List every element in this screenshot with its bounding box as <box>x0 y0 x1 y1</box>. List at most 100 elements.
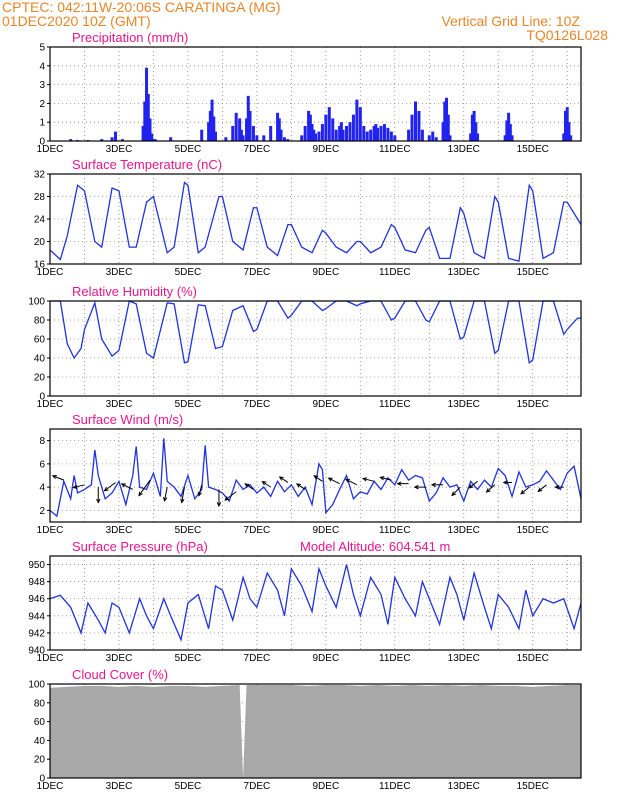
wind-arrow-head <box>197 491 202 497</box>
y-tick-label: 60 <box>34 335 46 346</box>
precip-bar <box>200 129 204 141</box>
precip-bar <box>407 129 411 141</box>
precip-bar <box>300 135 304 141</box>
x-tick-label: 15DEC <box>517 399 549 410</box>
wind-arrow-head <box>313 475 319 480</box>
precip-bar <box>565 107 569 141</box>
precip-bar <box>208 110 212 141</box>
precip-bar <box>310 124 314 141</box>
precip-bar <box>348 122 352 141</box>
precip-bar <box>212 116 216 141</box>
x-tick-label: 1DEC <box>37 653 64 664</box>
precip-bar <box>251 125 255 141</box>
wind-arrow <box>328 477 340 485</box>
y-tick-label: 28 <box>34 192 46 203</box>
precip-bar <box>148 118 152 141</box>
y-tick-label: 948 <box>28 577 45 588</box>
wind-arrow <box>138 479 151 496</box>
x-tick-label: 3DEC <box>106 267 133 278</box>
precip-bar <box>410 114 414 141</box>
wind-arrow <box>520 486 530 495</box>
precip-bar <box>143 101 147 141</box>
precip-bar <box>382 124 386 141</box>
x-tick-label: 1DEC <box>37 525 64 536</box>
precip-bar <box>312 129 316 141</box>
precip-bar <box>238 118 242 141</box>
precip-bar <box>446 114 450 141</box>
precip-bar <box>355 99 359 141</box>
precip-bar <box>376 127 380 141</box>
x-tick-label: 3DEC <box>106 144 133 155</box>
x-tick-label: 9DEC <box>313 267 340 278</box>
wind-arrow-head <box>103 486 109 492</box>
precip-bar <box>358 107 362 141</box>
x-tick-label: 11DEC <box>379 653 411 664</box>
x-tick-label: 11DEC <box>379 144 411 155</box>
x-tick-label: 3DEC <box>106 653 133 664</box>
wind-arrow-head <box>72 484 78 489</box>
precip-bar <box>234 112 238 141</box>
x-tick-label: 15DEC <box>517 144 549 155</box>
precip-bar <box>351 114 355 141</box>
x-tick-label: 13DEC <box>448 144 480 155</box>
precip-bar <box>231 125 235 141</box>
x-tick-label: 7DEC <box>244 653 271 664</box>
wind-arrow-head <box>362 477 368 482</box>
wind-arrow-head <box>520 489 526 495</box>
precip-bar <box>389 131 393 141</box>
wind-arrow-head <box>180 498 185 504</box>
precip-bar <box>427 135 431 141</box>
wind-arrow <box>279 476 289 483</box>
x-tick-label: 11DEC <box>379 267 411 278</box>
wind-arrow <box>296 483 306 490</box>
precip-bar <box>448 135 452 141</box>
x-tick-label: 3DEC <box>106 781 133 792</box>
x-tick-label: 15DEC <box>517 653 549 664</box>
wind-arrow-head <box>295 483 301 488</box>
wind-arrow <box>73 484 85 489</box>
header-line2: 01DEC2020 10Z (GMT) <box>2 13 151 29</box>
x-tick-label: 9DEC <box>313 525 340 536</box>
precip-bar <box>224 137 228 141</box>
x-tick-label: 5DEC <box>175 144 202 155</box>
header-line1: CPTEC: 042:11W-20:06S CARATINGA (MG) <box>2 0 281 15</box>
y-tick-label: 5 <box>39 43 45 54</box>
precip-bar <box>286 139 290 141</box>
precip-bar <box>434 137 438 141</box>
wind-arrow-head <box>224 496 230 501</box>
precip-bar <box>324 114 328 141</box>
precip-bar <box>505 120 509 141</box>
x-tick-label: 5DEC <box>175 525 202 536</box>
x-tick-label: 15DEC <box>517 267 549 278</box>
y-tick-label: 1 <box>39 118 45 129</box>
precip-bar <box>374 124 378 141</box>
x-tick-label: 7DEC <box>244 781 271 792</box>
precip-bar <box>334 129 338 141</box>
precip-bar <box>362 125 366 141</box>
precip-bar <box>345 125 349 141</box>
x-tick-label: 1DEC <box>37 399 64 410</box>
x-tick-label: 13DEC <box>448 781 480 792</box>
panel-title: Relative Humidity (%) <box>72 284 197 299</box>
precip-bar <box>282 137 286 141</box>
wind-arrow <box>224 491 237 501</box>
wind-arrow-head <box>413 484 419 490</box>
precip-bar <box>372 125 376 141</box>
precip-bar <box>150 133 154 141</box>
wind-arrow-head <box>554 484 560 490</box>
y-tick-label: 20 <box>34 373 46 384</box>
precip-bar <box>393 135 397 141</box>
wind-arrow-head <box>96 498 101 504</box>
precip-bar <box>331 118 335 141</box>
panel-frame <box>49 300 582 397</box>
precip-bar <box>507 112 511 141</box>
precip-bar <box>327 107 331 141</box>
precip-bar <box>269 125 273 141</box>
wind-arrow <box>486 484 496 493</box>
wind-arrow <box>537 484 547 492</box>
x-tick-label: 15DEC <box>517 781 549 792</box>
y-tick-label: 40 <box>34 736 46 747</box>
y-tick-label: 16 <box>34 260 46 271</box>
wind-arrow-head <box>396 481 402 486</box>
precip-bar <box>476 133 480 141</box>
